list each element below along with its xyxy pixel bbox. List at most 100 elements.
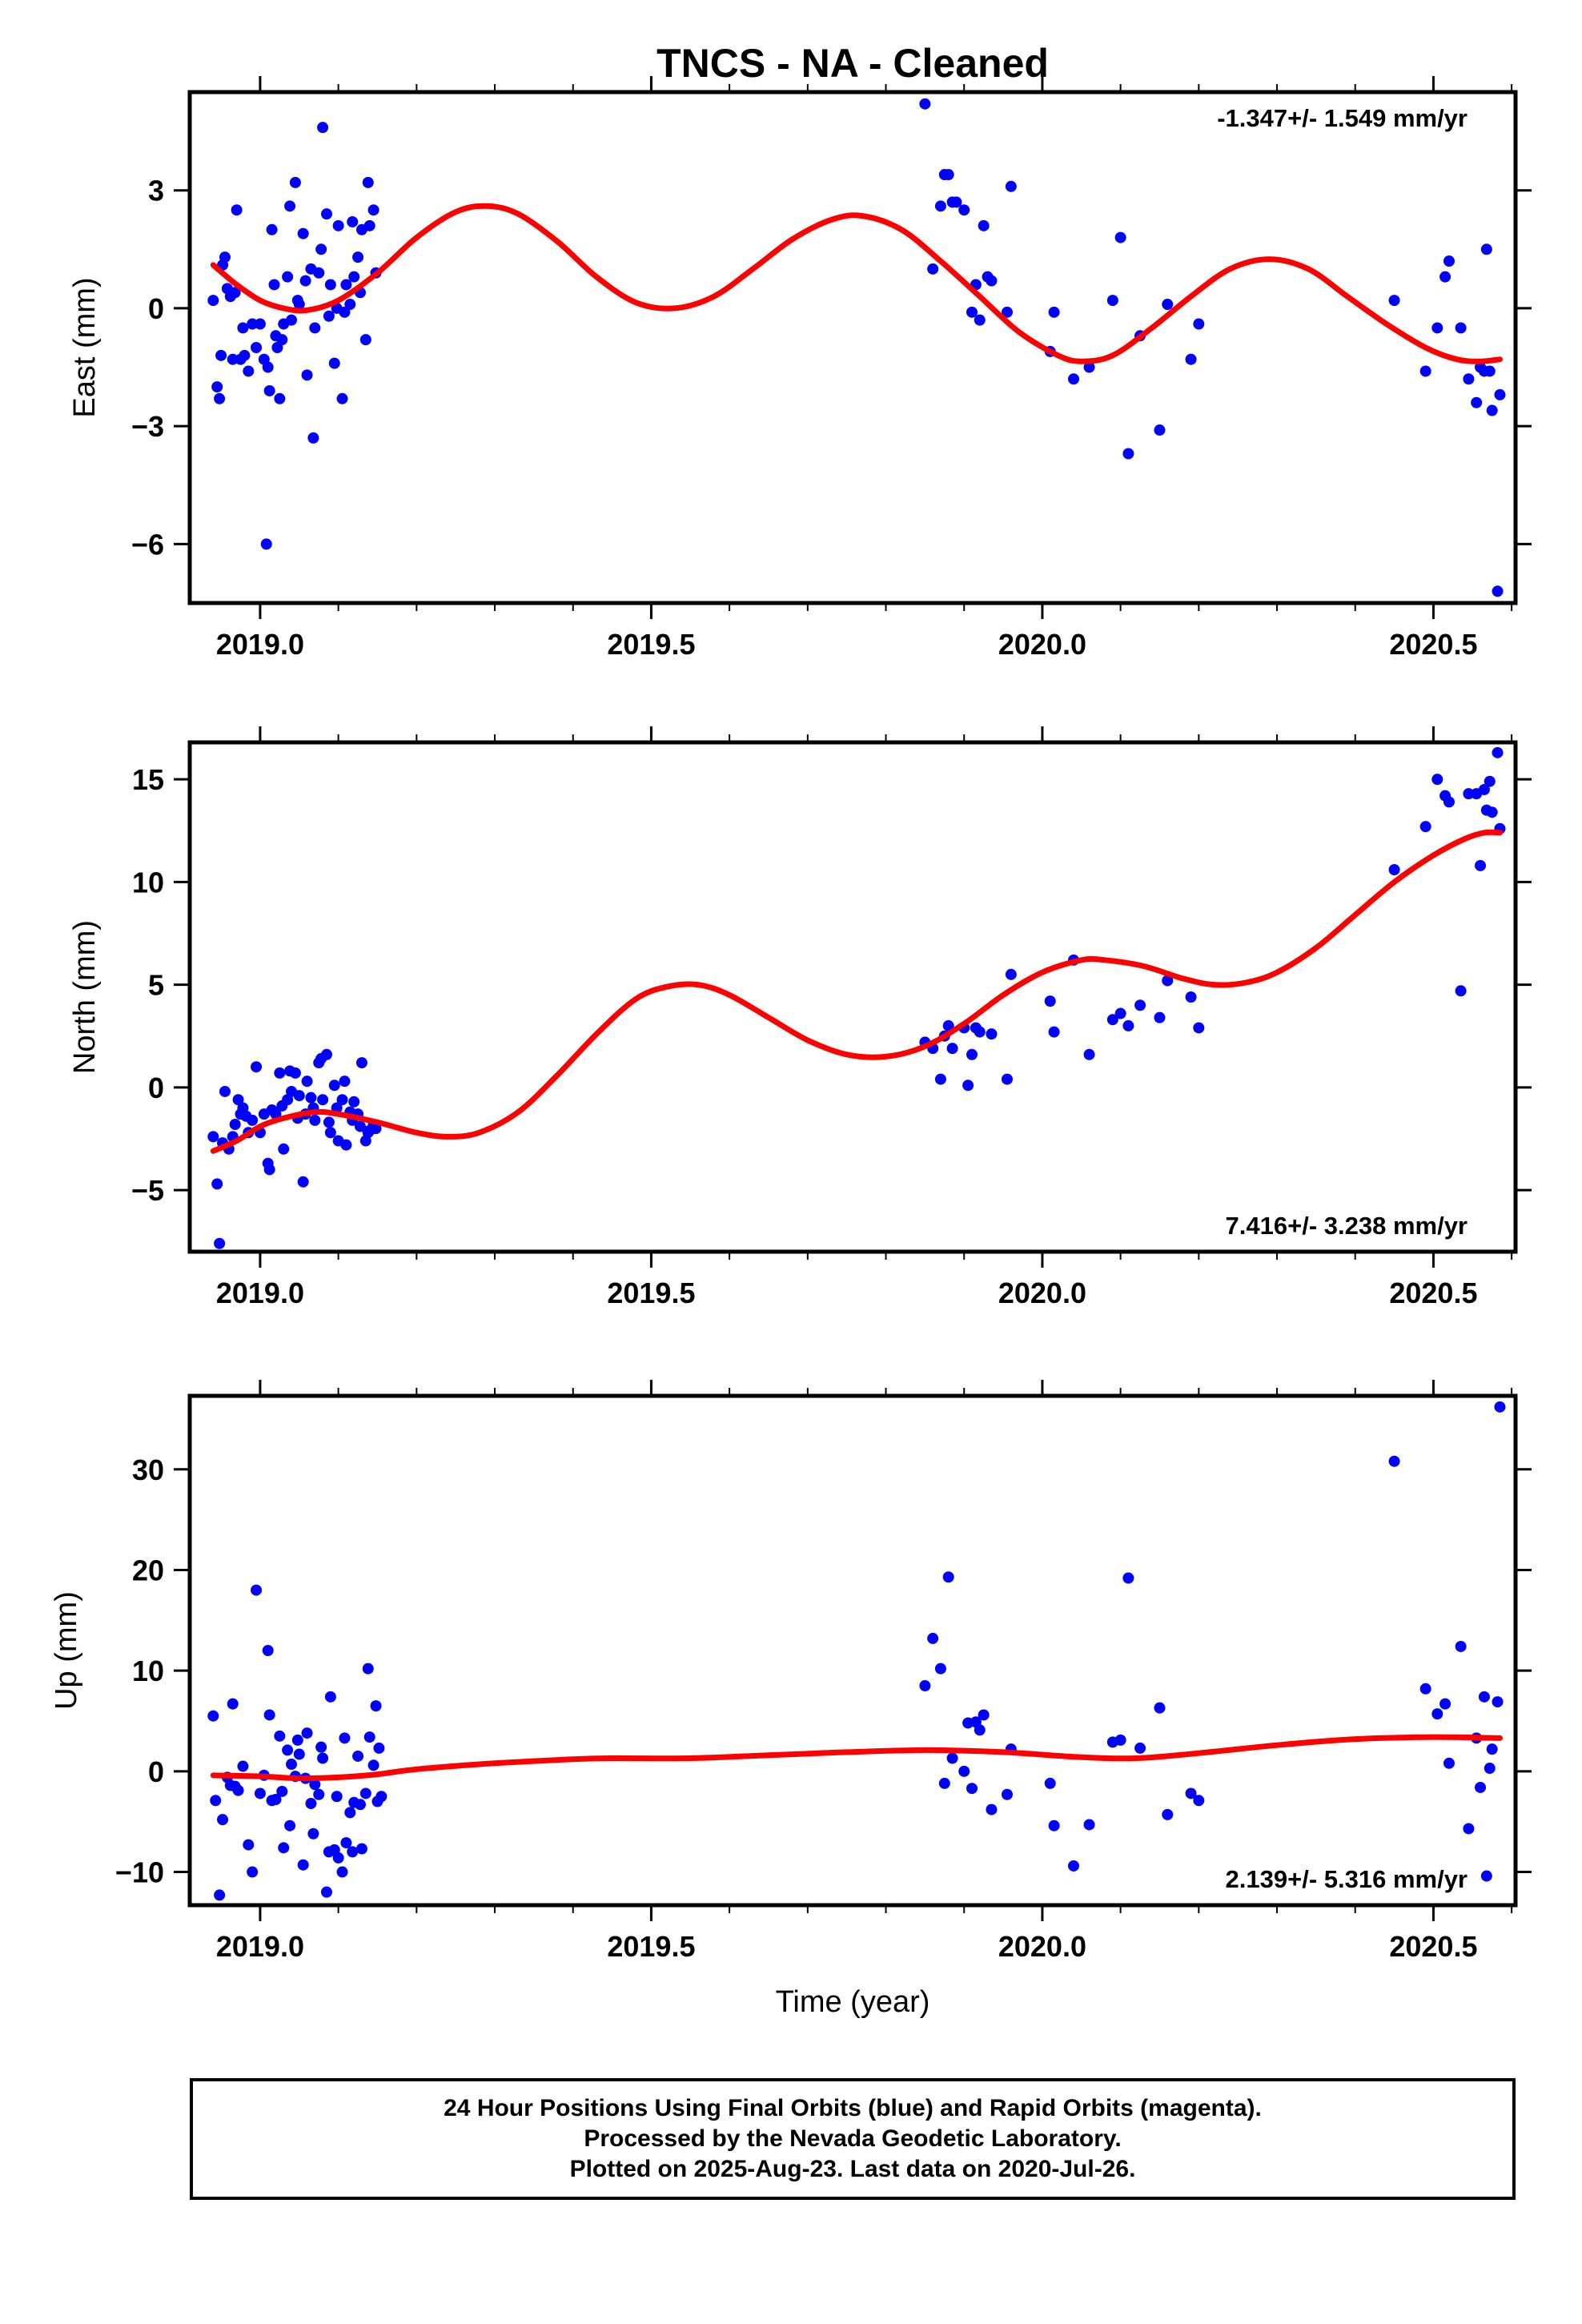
up-plot-frame [187, 1393, 1518, 1908]
north-data-point [339, 1076, 351, 1088]
up-data-point [1484, 1763, 1496, 1775]
north-data-point [1431, 774, 1443, 786]
up-data-point [336, 1866, 348, 1878]
north-data-point [1193, 1022, 1205, 1034]
north-x-tick-label: 2019.0 [216, 1277, 304, 1309]
east-data-point [1484, 365, 1496, 377]
up-data-point [1388, 1455, 1400, 1467]
east-fit-curve [210, 203, 1503, 364]
east-data-point [362, 176, 374, 188]
up-points [207, 1401, 1506, 1901]
east-data-point [323, 310, 335, 322]
up-data-point [1114, 1734, 1126, 1746]
east-data-point [260, 538, 272, 550]
up-data-point [237, 1760, 249, 1772]
up-data-point [278, 1842, 290, 1854]
up-data-point [270, 1794, 282, 1806]
up-y-tick-label: 10 [132, 1655, 164, 1687]
up-data-point [284, 1819, 296, 1831]
east-panel: 2019.0 2019.5 2020.0 2020.5 −6 −3 0 3 -1.347+/- … [68, 76, 1532, 661]
up-data-point [1455, 1640, 1467, 1652]
north-rate-label: 7.416+/- 3.238 mm/yr [1226, 1212, 1468, 1240]
up-data-point [1419, 1683, 1431, 1695]
north-data-point [317, 1094, 329, 1106]
up-data-point [919, 1679, 931, 1691]
north-x-tick-label: 2020.5 [1389, 1277, 1477, 1309]
north-data-point [1492, 746, 1504, 758]
north-data-point [1478, 783, 1490, 795]
east-data-point [978, 219, 990, 231]
east-data-point [339, 306, 351, 318]
north-data-point [1475, 859, 1487, 871]
up-data-point [1122, 1572, 1134, 1584]
east-data-point [344, 299, 356, 311]
north-data-point [1083, 1048, 1095, 1060]
east-data-point [207, 295, 219, 307]
north-y-tick-label: 5 [148, 969, 164, 1002]
up-y-tick-label: 30 [132, 1454, 164, 1486]
east-data-point [1463, 373, 1475, 385]
east-data-point [284, 200, 296, 212]
footer-line-2: Processed by the Nevada Geodetic Laborat… [584, 2125, 1122, 2152]
north-data-point [293, 1090, 305, 1102]
east-data-point [320, 208, 332, 220]
up-data-point [946, 1752, 958, 1764]
up-data-point [986, 1803, 998, 1815]
footer-line-3: Plotted on 2025-Aug-23. Last data on 202… [569, 2156, 1136, 2182]
up-data-point [375, 1791, 387, 1803]
north-x-tick-label: 2019.5 [607, 1277, 695, 1309]
up-data-point [217, 1814, 229, 1826]
up-rate-label: 2.139+/- 5.316 mm/yr [1226, 1865, 1468, 1893]
east-data-point [289, 176, 301, 188]
north-data-point [986, 1028, 998, 1040]
north-data-point [219, 1085, 231, 1097]
up-data-point [1001, 1788, 1013, 1800]
north-data-point [966, 1048, 978, 1060]
east-data-point [1431, 322, 1443, 334]
up-x-tick-label: 2019.0 [216, 1930, 304, 1963]
up-data-point [1083, 1819, 1095, 1831]
east-data-point [301, 369, 313, 381]
north-data-point [320, 1048, 332, 1060]
north-points [207, 746, 1506, 1249]
up-data-point [934, 1663, 946, 1675]
up-data-point [293, 1748, 305, 1760]
north-data-point [1001, 1073, 1013, 1085]
east-data-point [276, 334, 288, 346]
east-data-point [247, 318, 259, 330]
north-data-point [1419, 821, 1431, 833]
up-data-point [362, 1663, 374, 1675]
up-data-point [927, 1632, 939, 1644]
north-data-point [309, 1114, 321, 1126]
north-data-point [340, 1139, 352, 1151]
north-data-point [289, 1067, 301, 1079]
east-data-point [934, 200, 946, 212]
up-y-tick-label: 0 [148, 1755, 164, 1788]
east-data-point [1443, 255, 1455, 267]
north-data-point [211, 1178, 223, 1190]
north-data-point [263, 1164, 275, 1176]
east-data-point [1048, 306, 1060, 318]
east-data-point [1455, 322, 1467, 334]
chart-title: TNCS - NA - Cleaned [656, 41, 1049, 86]
east-data-point [1083, 361, 1095, 373]
up-data-point [324, 1691, 336, 1703]
up-data-point [291, 1734, 303, 1746]
east-data-point [313, 267, 325, 279]
east-data-point [966, 306, 978, 318]
north-data-point [354, 1120, 366, 1132]
east-data-point [317, 122, 329, 134]
north-data-point [1106, 1014, 1118, 1026]
north-x-tick-label: 2020.0 [998, 1277, 1086, 1309]
east-data-point [942, 169, 954, 181]
east-data-point [231, 204, 243, 216]
east-data-point [1162, 299, 1174, 311]
east-data-point [1419, 365, 1431, 377]
east-data-point [340, 279, 352, 291]
north-data-point [301, 1076, 313, 1088]
east-data-point [1492, 585, 1504, 597]
east-y-tick-label: −3 [131, 410, 164, 443]
up-data-point [942, 1571, 954, 1583]
north-plot-frame [187, 740, 1518, 1254]
north-data-point [274, 1067, 286, 1079]
